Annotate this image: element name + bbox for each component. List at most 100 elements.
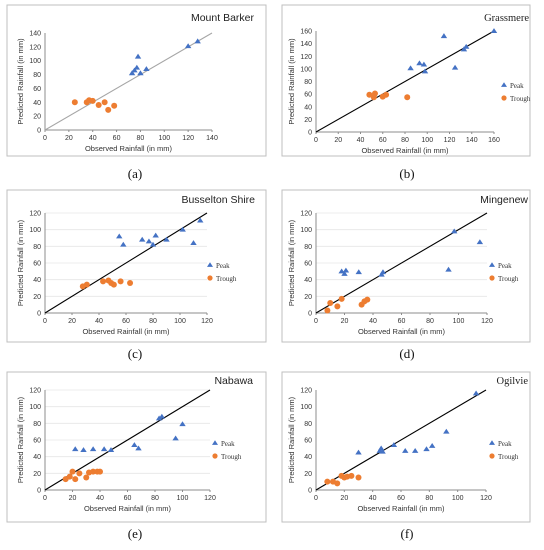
y-tick-label: 20 — [304, 471, 312, 478]
y-tick-label: 80 — [33, 244, 41, 251]
y-tick-label: 0 — [308, 130, 312, 137]
y-tick-label: 40 — [33, 454, 41, 461]
x-tick-label: 60 — [122, 318, 130, 325]
chart-title: Ogilvie — [497, 376, 529, 387]
trough-point — [90, 468, 97, 475]
chart-title: Mount Barker — [191, 12, 255, 24]
trough-point — [338, 295, 345, 302]
y-tick-label: 80 — [304, 244, 312, 251]
trough-point — [355, 474, 362, 481]
trough-point — [127, 280, 134, 286]
y-tick-label: 60 — [304, 261, 312, 268]
trough-point — [105, 106, 112, 113]
diagonal-line — [315, 389, 487, 491]
y-tick-label: 0 — [37, 311, 41, 318]
legend-peak-marker — [489, 440, 495, 445]
x-tick-label: 40 — [95, 318, 103, 325]
x-tick-label: 40 — [369, 495, 377, 502]
peak-point — [116, 233, 123, 239]
trough-point — [110, 281, 117, 288]
peak-point — [342, 267, 350, 273]
x-tick-label: 80 — [137, 135, 145, 142]
x-tick-label: 40 — [369, 318, 377, 325]
y-tick-label: 100 — [300, 404, 312, 411]
y-axis-title: Predicted Rainfall (in mm) — [287, 38, 296, 125]
x-tick-label: 80 — [426, 318, 434, 325]
y-tick-label: 0 — [308, 488, 312, 495]
panel-caption: (d) — [399, 346, 414, 361]
x-tick-label: 60 — [113, 135, 121, 142]
legend-peak-marker — [489, 262, 495, 267]
panel-caption: (f) — [401, 526, 414, 541]
x-tick-label: 20 — [68, 318, 76, 325]
legend-trough-label: Trough — [498, 453, 519, 461]
x-tick-label: 20 — [334, 137, 342, 144]
peak-point — [158, 413, 166, 419]
x-tick-label: 20 — [340, 495, 348, 502]
peak-point — [134, 53, 142, 59]
legend-peak-label: Peak — [216, 262, 230, 270]
chart-panel: 0 20 40 60 80 100 120 140 0 20 40 60 80 100 120 140 Obse… — [6, 4, 267, 157]
x-tick-label: 20 — [341, 318, 349, 325]
trough-point — [83, 281, 90, 288]
y-tick-label: 100 — [29, 58, 41, 65]
x-tick-label: 120 — [201, 318, 213, 325]
legend-peak-label: Peak — [498, 262, 512, 270]
legend-trough-marker — [489, 275, 495, 281]
peak-point — [135, 445, 142, 451]
panel-caption: (b) — [399, 166, 414, 181]
x-tick-label: 100 — [453, 318, 465, 325]
legend-trough-marker — [501, 95, 507, 101]
peak-point — [107, 447, 115, 453]
x-tick-label: 20 — [69, 495, 77, 502]
y-tick-label: 60 — [33, 438, 41, 445]
panel-caption: (e) — [128, 526, 142, 541]
trough-point — [72, 476, 79, 483]
y-tick-label: 20 — [33, 294, 41, 301]
peak-point — [421, 68, 429, 74]
diagonal-line — [315, 212, 488, 314]
x-axis-title: Observed Rainfall (in mm) — [361, 146, 449, 155]
x-tick-label: 0 — [314, 318, 318, 325]
y-tick-label: 40 — [304, 104, 312, 111]
peak-point — [407, 65, 414, 71]
y-tick-label: 0 — [308, 311, 312, 318]
chart-title: Busselton Shire — [181, 194, 255, 206]
peak-point — [179, 226, 186, 232]
y-axis-title: Predicted Rainfall (in mm) — [287, 396, 296, 483]
chart-panel: 0 20 40 60 80 100 120 0 20 40 60 80 100 120 Observed R… — [6, 189, 267, 343]
legend-peak-marker — [212, 440, 218, 445]
x-tick-label: 100 — [174, 318, 186, 325]
y-tick-label: 120 — [29, 211, 41, 218]
x-tick-label: 0 — [43, 318, 47, 325]
y-tick-label: 40 — [304, 277, 312, 284]
y-tick-label: 60 — [33, 86, 41, 93]
chart-panel: 0 20 40 60 80 100 120 0 20 40 60 80 100 120 Observed R… — [281, 371, 531, 523]
peak-point — [428, 442, 436, 448]
legend-peak-marker — [207, 262, 213, 267]
x-axis-title: Observed Rainfall (in mm) — [85, 144, 173, 153]
panel-frame — [281, 189, 531, 343]
y-tick-label: 80 — [304, 79, 312, 86]
peak-point — [139, 236, 146, 242]
peak-point — [402, 447, 409, 453]
legend-trough-label: Trough — [221, 453, 242, 461]
trough-point — [327, 300, 334, 306]
y-tick-label: 100 — [29, 227, 41, 234]
x-tick-label: 140 — [206, 135, 218, 142]
peak-point — [445, 266, 452, 272]
diagonal-line — [44, 212, 208, 314]
legend-peak-label: Peak — [221, 440, 235, 448]
y-tick-label: 0 — [37, 128, 41, 135]
x-tick-label: 20 — [65, 135, 73, 142]
trough-point — [371, 90, 378, 97]
peak-point — [460, 46, 468, 52]
diagonal-line — [44, 32, 213, 131]
x-tick-label: 60 — [379, 137, 387, 144]
trough-point — [334, 303, 341, 310]
y-tick-label: 120 — [29, 44, 41, 51]
peak-point — [155, 415, 163, 421]
peak-point — [179, 421, 186, 427]
peak-point — [490, 28, 498, 34]
